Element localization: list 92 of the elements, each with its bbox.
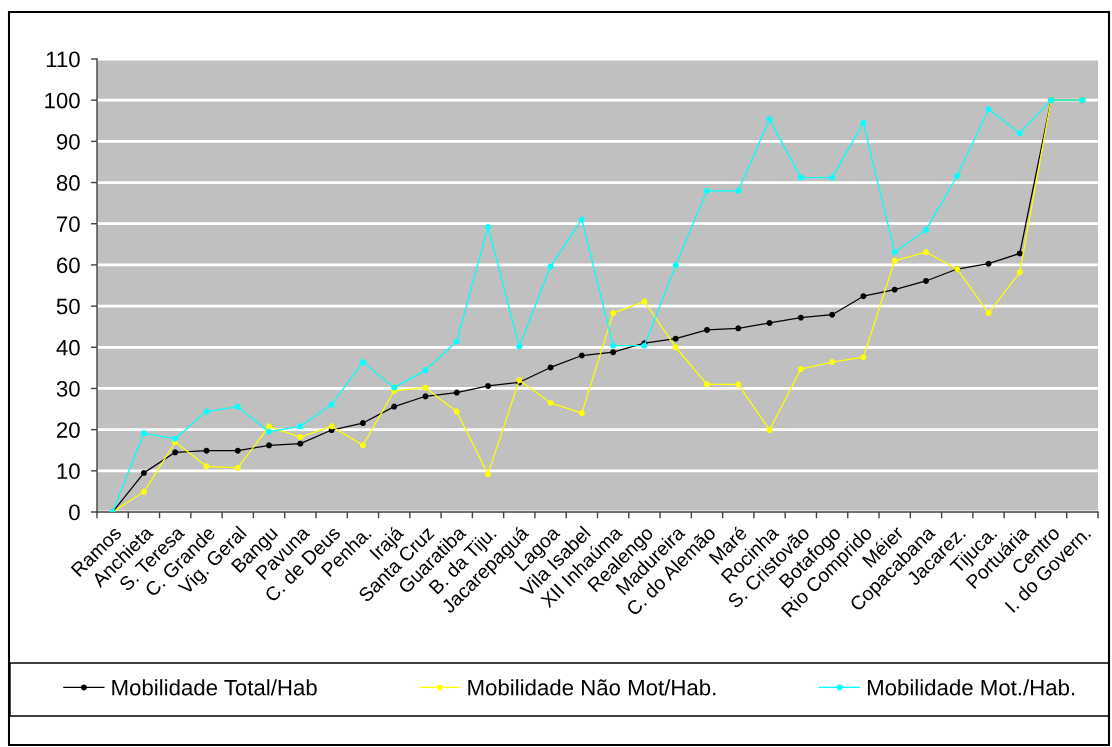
point [422,384,429,391]
point [234,447,241,454]
point [172,449,179,456]
point [672,335,679,342]
point [297,434,304,441]
legend-label: Mobilidade Total/Hab [112,679,317,696]
point [297,440,304,447]
point [891,286,898,293]
point [610,310,617,317]
point [704,381,710,388]
point [234,403,241,410]
point [547,364,554,371]
y-tick-label: 50 [56,298,80,315]
point [359,442,366,449]
point [359,420,366,427]
point [1016,269,1023,276]
point [797,174,804,181]
point [829,311,836,318]
point [735,187,742,194]
point [797,314,804,321]
point [140,430,147,437]
y-tick-label: 100 [45,92,80,109]
point [766,319,773,326]
point [1016,250,1023,257]
point [516,343,523,350]
point [453,338,460,345]
point [704,187,710,194]
point [672,344,679,351]
point [203,408,210,415]
point [422,367,429,374]
point [453,389,460,396]
y-tick-label: 40 [56,339,80,356]
y-tick-label: 10 [57,463,80,480]
point [1016,130,1023,137]
y-tick-label: 60 [57,257,80,274]
point [735,381,742,388]
point [672,262,679,269]
legend-label: Mobilidade Não Mot/Hab. [468,679,716,696]
point [891,249,898,256]
point [422,393,429,400]
point [985,310,992,317]
y-tick-label: 110 [46,51,80,68]
point [610,342,617,349]
point [266,442,273,449]
point [203,463,210,470]
point [860,293,867,300]
point [328,423,335,430]
point [985,106,992,113]
point [922,226,929,233]
point [891,257,898,264]
point [766,116,773,123]
y-tick-label: 80 [56,175,80,191]
point [485,224,491,231]
point [140,469,147,476]
point [954,172,961,179]
y-tick-label: 20 [57,422,80,438]
point [829,174,836,181]
point [860,354,867,361]
point [829,359,836,366]
point [922,277,929,284]
point [485,471,491,478]
point [453,408,460,415]
point [578,410,585,417]
point [922,249,929,256]
point [328,401,335,408]
point [266,423,273,430]
point [140,488,147,495]
point [547,263,554,270]
point [485,383,491,389]
point [172,435,179,442]
point [704,326,710,333]
point [797,366,804,373]
point [610,349,617,356]
point [234,464,241,471]
y-tick-label: 90 [56,133,80,150]
point [297,423,304,430]
point [391,403,398,410]
point [578,216,585,223]
point [641,298,648,305]
y-tick-label: 0 [69,504,80,521]
point [860,119,867,126]
point [735,325,742,332]
point [578,352,585,359]
legend-label: Mobilidade Mot./Hab. [867,679,1075,696]
point [203,447,210,454]
y-tick-label: 70 [57,216,80,232]
point [985,260,992,267]
point [359,359,366,366]
point [547,399,554,406]
y-tick-label: 30 [56,380,80,397]
point [266,428,273,435]
point [766,427,773,434]
